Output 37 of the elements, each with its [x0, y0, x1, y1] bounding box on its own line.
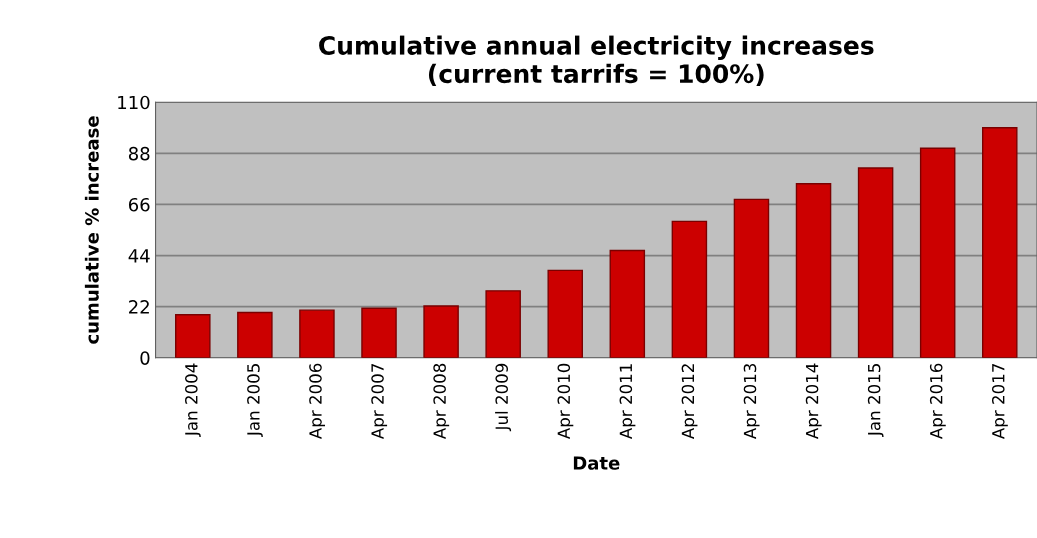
y-tick-label: 88 [128, 146, 150, 161]
bar [733, 198, 770, 358]
bar [609, 249, 646, 358]
bar [981, 127, 1018, 358]
bar [671, 220, 708, 358]
bar [485, 290, 521, 358]
bar [857, 167, 894, 358]
x-tick-label: Apr 2007 [371, 364, 388, 440]
y-tick-label: 66 [128, 197, 150, 212]
x-tick-label: Jul 2009 [495, 363, 512, 432]
bar [795, 183, 832, 358]
bar [919, 147, 956, 358]
x-tick-label: Apr 2013 [743, 363, 760, 440]
chart-title: Cumulative annual electricity increases (current tarrifs = 100%) [319, 35, 874, 87]
x-tick-label: Jan 2005 [247, 364, 263, 437]
x-tick-label: Jan 2015 [867, 364, 884, 437]
y-axis-title: cumulative % increase [84, 116, 99, 344]
x-tick-label: Apr 2011 [619, 364, 636, 440]
x-tick-label: Apr 2016 [929, 363, 946, 440]
bar [361, 307, 397, 358]
x-tick-label: Apr 2008 [433, 363, 450, 440]
bar [547, 269, 584, 358]
y-tick-label: 110 [118, 95, 150, 110]
y-tick-label: 22 [129, 300, 149, 314]
x-axis-title: Date [573, 456, 620, 470]
x-tick-label: Jan 2004 [185, 363, 201, 437]
bar [237, 311, 273, 358]
x-tick-label: Apr 2014 [805, 363, 822, 440]
bar [299, 309, 335, 358]
bar [423, 305, 459, 358]
x-tick-label: Apr 2012 [681, 364, 698, 440]
x-tick-label: Apr 2006 [309, 363, 326, 440]
x-tick-label: Apr 2017 [991, 364, 1008, 440]
bar [175, 314, 211, 358]
x-tick-label: Apr 2010 [557, 363, 574, 440]
y-tick-label: 44 [128, 249, 150, 263]
y-tick-label: 0 [140, 351, 150, 365]
